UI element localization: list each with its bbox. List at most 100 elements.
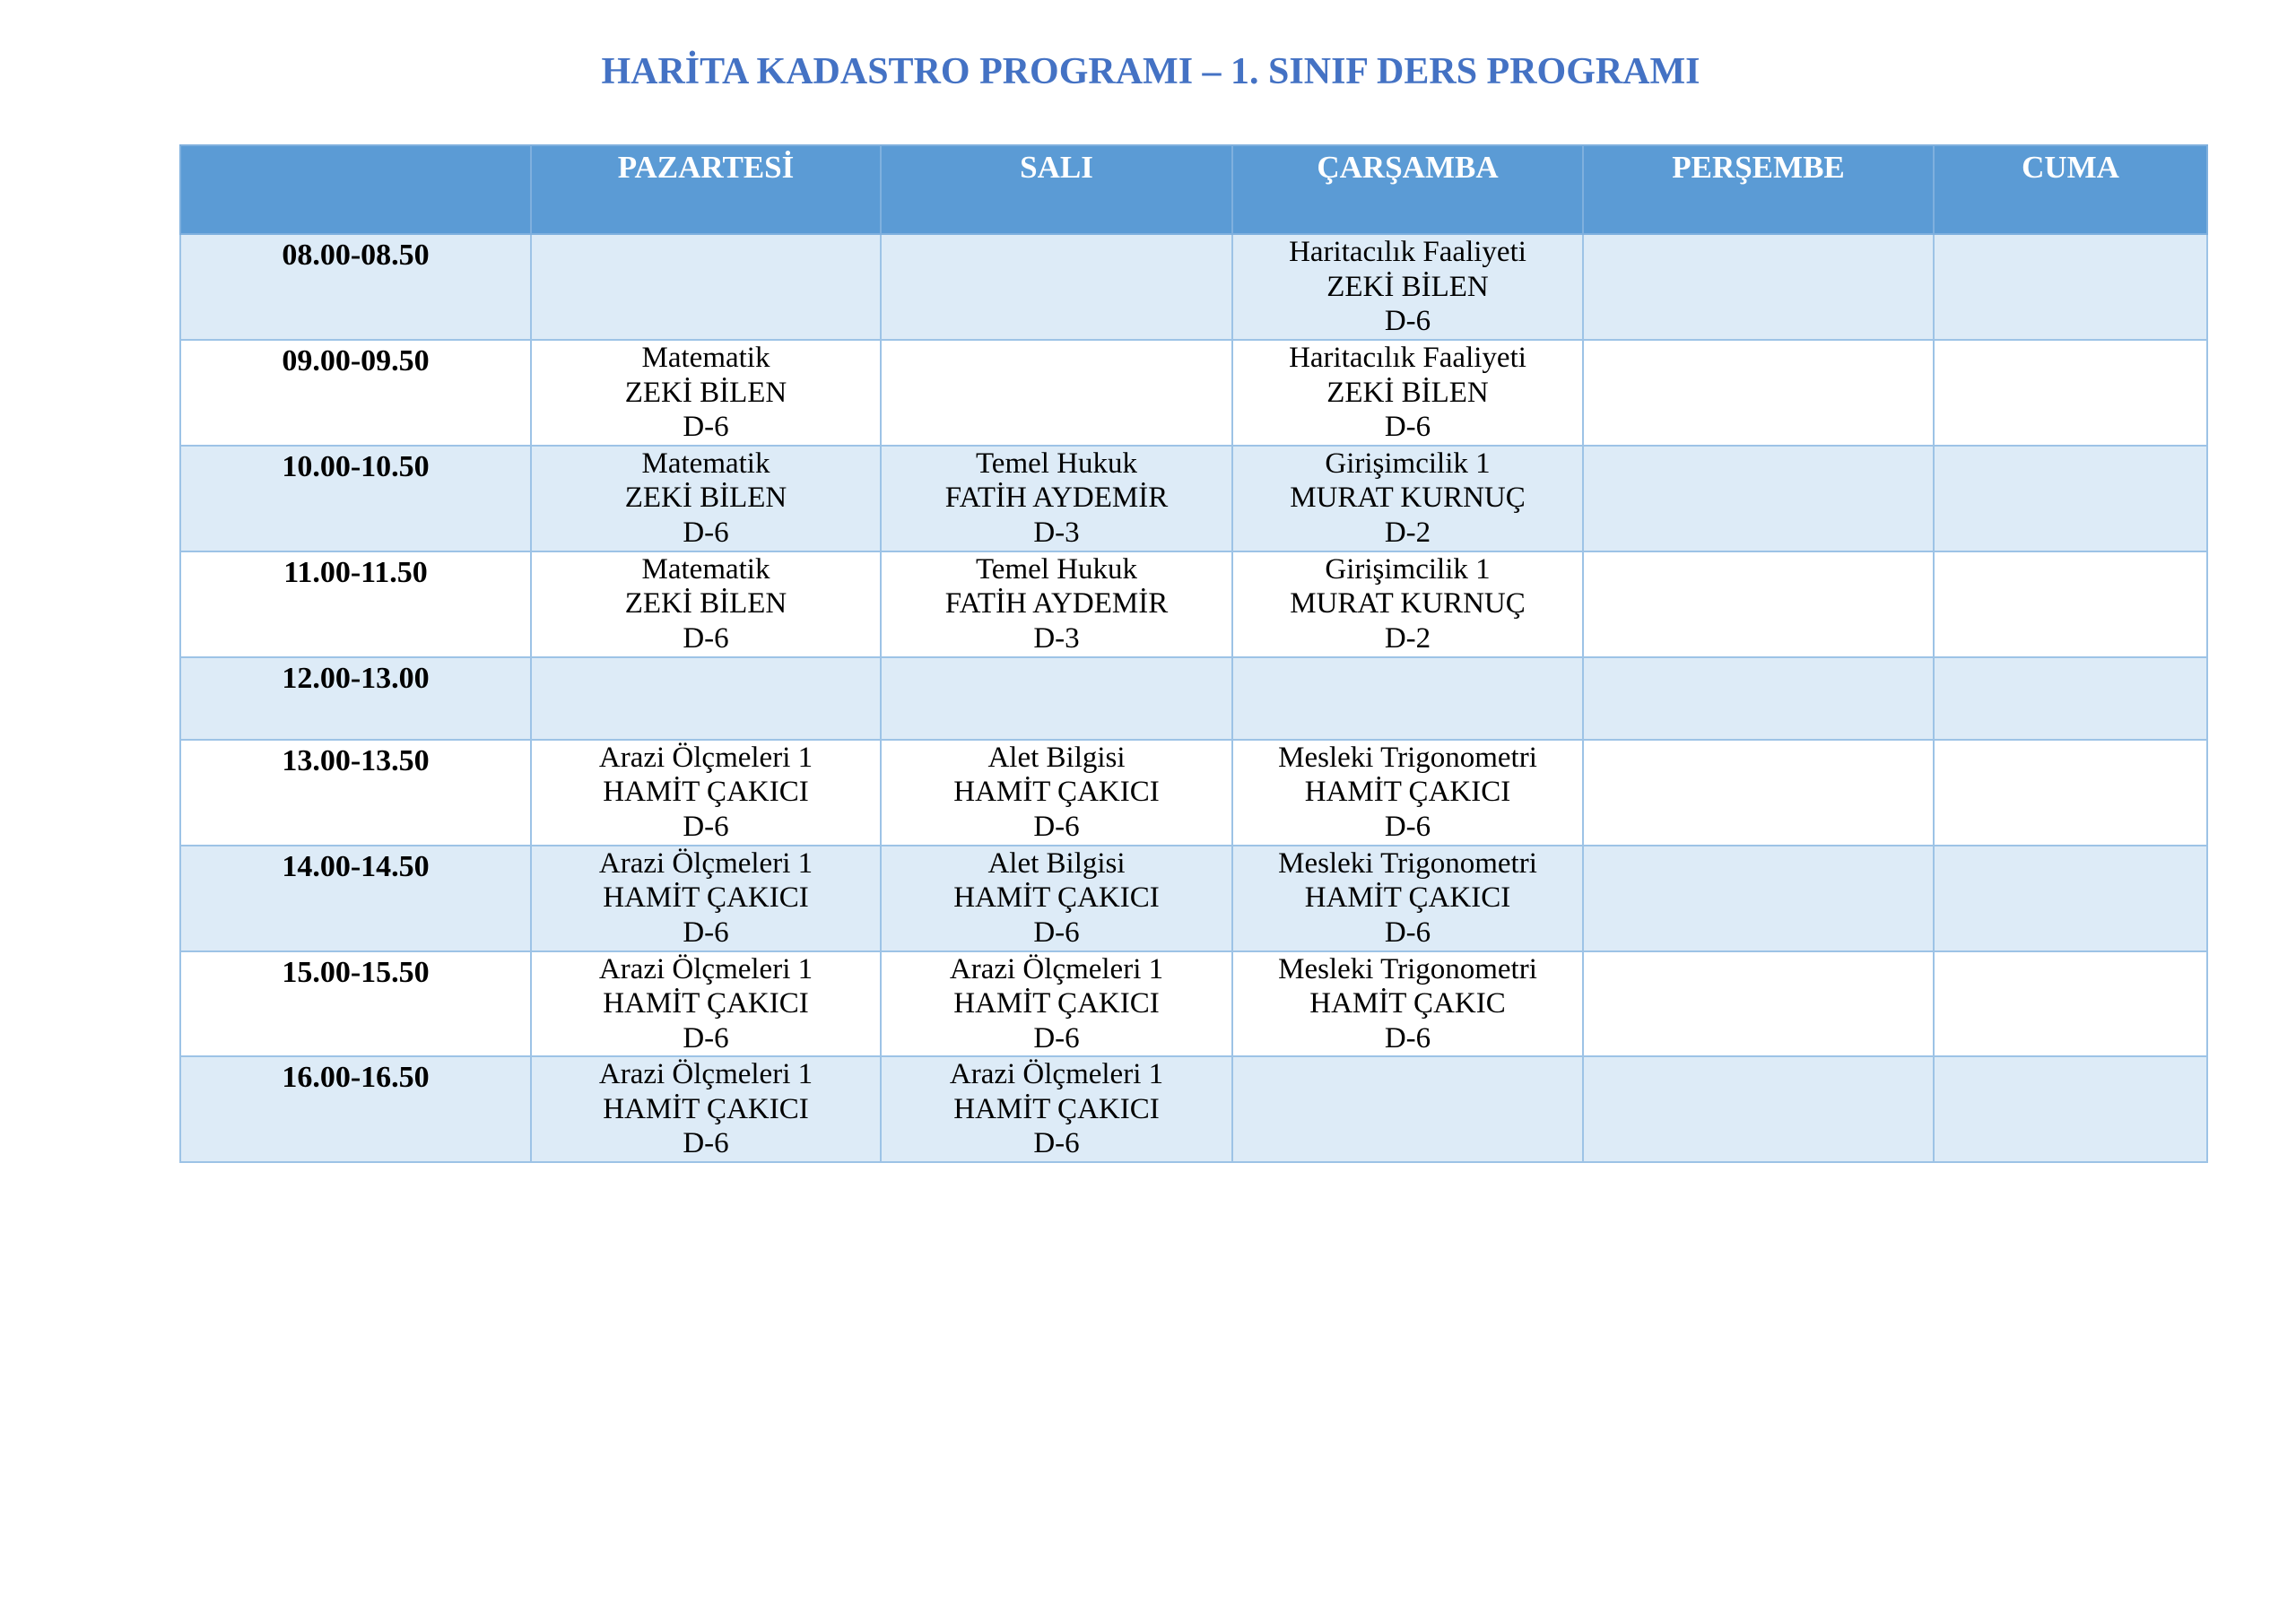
instructor-name: HAMİT ÇAKICI bbox=[603, 776, 809, 808]
class-cell: Matematik ZEKİ BİLEN D-6 bbox=[530, 339, 882, 447]
class-cell bbox=[880, 655, 1233, 741]
classroom: D-2 bbox=[1384, 516, 1431, 549]
class-cell: Matematik ZEKİ BİLEN D-6 bbox=[530, 550, 882, 658]
class-cell bbox=[1582, 950, 1935, 1057]
course-name: Temel Hukuk bbox=[975, 552, 1138, 586]
class-cell bbox=[1582, 233, 1935, 341]
instructor-name: HAMİT ÇAKICI bbox=[1304, 776, 1511, 808]
course-name: Mesleki Trigonometri bbox=[1278, 952, 1537, 985]
instructor-name: HAMİT ÇAKICI bbox=[603, 987, 809, 1020]
time-slot: 14.00-14.50 bbox=[179, 844, 532, 952]
classroom: D-6 bbox=[1384, 916, 1431, 949]
course-name: Alet Bilgisi bbox=[987, 846, 1126, 880]
classroom: D-2 bbox=[1384, 621, 1431, 655]
schedule-row: 16.00-16.50 Arazi Ölçmeleri 1 HAMİT ÇAKICI… bbox=[179, 1055, 2208, 1163]
class-cell: Haritacılık Faaliyeti ZEKİ BİLEN D-6 bbox=[1231, 233, 1584, 341]
class-cell: Mesleki Trigonometri HAMİT ÇAKICI D-6 bbox=[1231, 844, 1584, 952]
instructor-name: ZEKİ BİLEN bbox=[1326, 270, 1489, 303]
classroom: D-6 bbox=[1033, 1127, 1080, 1159]
instructor-name: MURAT KURNUÇ bbox=[1290, 482, 1526, 514]
class-cell bbox=[1582, 1055, 1935, 1163]
classroom: D-3 bbox=[1033, 516, 1080, 549]
time-slot: 16.00-16.50 bbox=[179, 1055, 532, 1163]
course-name: Girişimcilik 1 bbox=[1325, 552, 1491, 586]
header-corner bbox=[179, 144, 532, 235]
class-cell bbox=[1933, 655, 2208, 741]
schedule-table: PAZARTESİ SALI ÇARŞAMBA PERŞEMBE CUMA 08.00-… bbox=[179, 144, 2208, 1163]
instructor-name: ZEKİ BİLEN bbox=[1326, 376, 1489, 409]
course-name: Mesleki Trigonometri bbox=[1278, 741, 1537, 774]
instructor-name: HAMİT ÇAKICI bbox=[603, 1092, 809, 1125]
instructor-name: HAMİT ÇAKIC bbox=[1309, 987, 1506, 1020]
schedule-row: 15.00-15.50 Arazi Ölçmeleri 1 HAMİT ÇAKICI… bbox=[179, 950, 2208, 1057]
class-cell bbox=[1933, 233, 2208, 341]
classroom: D-3 bbox=[1033, 621, 1080, 655]
schedule-row: 14.00-14.50 Arazi Ölçmeleri 1 HAMİT ÇAKICI… bbox=[179, 844, 2208, 952]
classroom: D-6 bbox=[1384, 810, 1431, 843]
classroom: D-6 bbox=[1384, 1021, 1431, 1055]
class-cell: Arazi Ölçmeleri 1 HAMİT ÇAKICI D-6 bbox=[530, 1055, 882, 1163]
classroom: D-6 bbox=[1384, 305, 1431, 337]
class-cell: Temel Hukuk FATİH AYDEMİR D-3 bbox=[880, 444, 1233, 552]
page-title: HARİTA KADASTRO PROGRAMI – 1. SINIF DERS… bbox=[601, 51, 1700, 92]
class-cell: Girişimcilik 1 MURAT KURNUÇ D-2 bbox=[1231, 550, 1584, 658]
classroom: D-6 bbox=[683, 1021, 729, 1055]
class-cell: Mesleki Trigonometri HAMİT ÇAKIC D-6 bbox=[1231, 950, 1584, 1057]
day-header: ÇARŞAMBA bbox=[1231, 144, 1584, 235]
class-cell: Arazi Ölçmeleri 1 HAMİT ÇAKICI D-6 bbox=[530, 844, 882, 952]
classroom: D-6 bbox=[683, 810, 729, 843]
instructor-name: MURAT KURNUÇ bbox=[1290, 587, 1526, 620]
class-cell bbox=[1582, 844, 1935, 952]
course-name: Girişimcilik 1 bbox=[1325, 447, 1491, 480]
classroom: D-6 bbox=[1033, 916, 1080, 949]
class-cell: Alet Bilgisi HAMİT ÇAKICI D-6 bbox=[880, 738, 1233, 846]
class-cell: Arazi Ölçmeleri 1 HAMİT ÇAKICI D-6 bbox=[530, 950, 882, 1057]
class-cell: Mesleki Trigonometri HAMİT ÇAKICI D-6 bbox=[1231, 738, 1584, 846]
instructor-name: FATİH AYDEMİR bbox=[944, 482, 1169, 514]
classroom: D-6 bbox=[683, 411, 729, 443]
class-cell: Girişimcilik 1 MURAT KURNUÇ D-2 bbox=[1231, 444, 1584, 552]
instructor-name: HAMİT ÇAKICI bbox=[953, 1092, 1160, 1125]
class-cell: Arazi Ölçmeleri 1 HAMİT ÇAKICI D-6 bbox=[880, 950, 1233, 1057]
day-header: PAZARTESİ bbox=[530, 144, 882, 235]
instructor-name: FATİH AYDEMİR bbox=[944, 587, 1169, 620]
classroom: D-6 bbox=[1033, 1021, 1080, 1055]
time-slot: 11.00-11.50 bbox=[179, 550, 532, 658]
course-name: Arazi Ölçmeleri 1 bbox=[598, 952, 813, 985]
class-cell: Temel Hukuk FATİH AYDEMİR D-3 bbox=[880, 550, 1233, 658]
schedule-row: 12.00-13.00 bbox=[179, 655, 2208, 741]
classroom: D-6 bbox=[683, 516, 729, 549]
class-cell bbox=[1582, 444, 1935, 552]
time-slot: 08.00-08.50 bbox=[179, 233, 532, 341]
time-slot: 12.00-13.00 bbox=[179, 655, 532, 741]
classroom: D-6 bbox=[1384, 411, 1431, 443]
class-cell bbox=[1933, 444, 2208, 552]
schedule-row: 10.00-10.50 Matematik ZEKİ BİLEN D-6 Temel H… bbox=[179, 444, 2208, 552]
class-cell bbox=[530, 233, 882, 341]
course-name: Mesleki Trigonometri bbox=[1278, 846, 1537, 880]
class-cell bbox=[1582, 339, 1935, 447]
instructor-name: HAMİT ÇAKICI bbox=[953, 881, 1160, 914]
course-name: Arazi Ölçmeleri 1 bbox=[598, 846, 813, 880]
course-name: Matematik bbox=[641, 447, 770, 480]
day-header: PERŞEMBE bbox=[1582, 144, 1935, 235]
class-cell bbox=[880, 233, 1233, 341]
class-cell bbox=[1933, 1055, 2208, 1163]
class-cell bbox=[880, 339, 1233, 447]
class-cell bbox=[1933, 950, 2208, 1057]
schedule-row: 13.00-13.50 Arazi Ölçmeleri 1 HAMİT ÇAKICI… bbox=[179, 738, 2208, 846]
course-name: Temel Hukuk bbox=[975, 447, 1138, 480]
instructor-name: HAMİT ÇAKICI bbox=[1304, 881, 1511, 914]
classroom: D-6 bbox=[683, 916, 729, 949]
time-slot: 10.00-10.50 bbox=[179, 444, 532, 552]
classroom: D-6 bbox=[683, 621, 729, 655]
class-cell bbox=[1933, 339, 2208, 447]
class-cell bbox=[1933, 844, 2208, 952]
class-cell bbox=[1582, 655, 1935, 741]
course-name: Matematik bbox=[641, 342, 770, 374]
class-cell bbox=[530, 655, 882, 741]
class-cell bbox=[1231, 1055, 1584, 1163]
course-name: Arazi Ölçmeleri 1 bbox=[949, 952, 1164, 985]
class-cell bbox=[1231, 655, 1584, 741]
time-slot: 15.00-15.50 bbox=[179, 950, 532, 1057]
